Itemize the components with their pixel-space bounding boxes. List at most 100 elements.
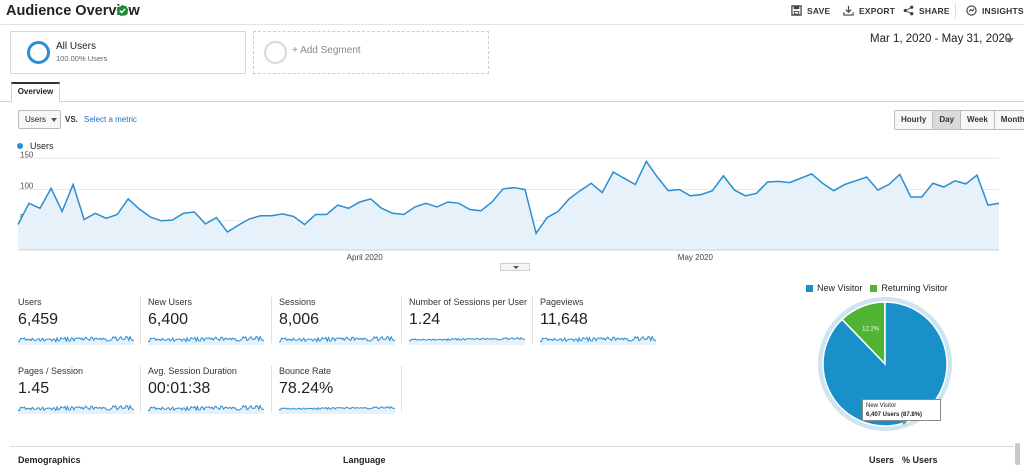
collapse-chart-button[interactable] bbox=[500, 263, 530, 271]
sparkline-area bbox=[148, 336, 264, 345]
export-icon bbox=[843, 5, 854, 16]
users-area bbox=[18, 161, 999, 250]
legend-label: Returning Visitor bbox=[881, 283, 948, 293]
insights-label: INSIGHTS bbox=[982, 5, 1024, 16]
share-icon bbox=[903, 5, 914, 16]
metric-label: Sessions bbox=[279, 297, 316, 307]
segment-circle-icon bbox=[27, 41, 50, 64]
segment-all-users[interactable]: All Users 100.00% Users bbox=[10, 31, 246, 74]
metric-label: Bounce Rate bbox=[279, 366, 332, 376]
add-segment-label: + Add Segment bbox=[292, 45, 361, 56]
metric-value: 11,648 bbox=[540, 311, 588, 328]
metric-sparkline bbox=[148, 335, 264, 345]
pie-slice-new-visitor bbox=[822, 301, 948, 427]
visitor-pie-chart: 12.2% bbox=[818, 297, 952, 431]
sparkline-line bbox=[148, 404, 264, 412]
granularity-day[interactable]: Day bbox=[933, 111, 962, 129]
save-label: SAVE bbox=[807, 5, 831, 16]
tile-divider bbox=[401, 297, 402, 343]
metric-sparkline bbox=[148, 404, 264, 414]
sparkline-line bbox=[18, 335, 134, 343]
metric-tile[interactable]: Pageviews 11,648 bbox=[540, 297, 662, 353]
metric-tile[interactable]: New Users 6,400 bbox=[148, 297, 270, 353]
metric-tile[interactable]: Sessions 8,006 bbox=[279, 297, 401, 353]
export-label: EXPORT bbox=[859, 5, 896, 16]
page-title: Audience Overview bbox=[6, 3, 140, 19]
pct-users-column-header: % Users bbox=[902, 455, 938, 465]
insights-icon bbox=[966, 5, 977, 16]
metric-sparkline bbox=[540, 335, 656, 345]
tile-divider bbox=[271, 297, 272, 343]
header-divider bbox=[955, 3, 956, 19]
insights-button[interactable]: INSIGHTS bbox=[966, 5, 1024, 16]
legend-swatch bbox=[870, 284, 878, 292]
sparkline-line bbox=[279, 405, 395, 411]
metric-label: Avg. Session Duration bbox=[148, 366, 237, 376]
pie-legend-returning-visitor[interactable]: Returning Visitor bbox=[870, 283, 948, 293]
metric-label: New Users bbox=[148, 297, 193, 307]
metric-value: 6,459 bbox=[18, 311, 59, 328]
metric-tile[interactable]: Users 6,459 bbox=[18, 297, 140, 353]
metric-value: 00:01:38 bbox=[148, 380, 211, 397]
pie-slice-label: 12.2% bbox=[862, 326, 880, 332]
export-button[interactable]: EXPORT bbox=[843, 5, 895, 16]
tooltip-pointer bbox=[900, 420, 908, 425]
sparkline-area bbox=[540, 336, 656, 345]
share-button[interactable]: SHARE bbox=[903, 5, 950, 16]
metric-value: 1.45 bbox=[18, 380, 50, 397]
tile-divider bbox=[401, 366, 402, 412]
demographics-header: Demographics bbox=[18, 455, 81, 465]
segment-percentage: 100.00% Users bbox=[56, 54, 108, 63]
metric-label: Pageviews bbox=[540, 297, 584, 307]
tab-overview[interactable]: Overview bbox=[11, 82, 60, 102]
tile-divider bbox=[140, 366, 141, 412]
x-tick-label: April 2020 bbox=[347, 253, 384, 262]
metric-tile[interactable]: Number of Sessions per User 1.24 bbox=[409, 297, 531, 353]
users-column-header: Users bbox=[869, 455, 895, 465]
metric-dropdown[interactable]: Users bbox=[18, 110, 61, 129]
metric-tile[interactable]: Bounce Rate 78.24% bbox=[279, 366, 401, 422]
granularity-month[interactable]: Month bbox=[994, 111, 1024, 129]
sparkline-area bbox=[148, 405, 264, 414]
granularity-hourly[interactable]: Hourly bbox=[895, 111, 934, 129]
save-button[interactable]: SAVE bbox=[791, 5, 830, 16]
tile-divider bbox=[140, 297, 141, 343]
scrollbar[interactable] bbox=[1015, 443, 1020, 465]
sparkline-line bbox=[540, 335, 656, 343]
tab-divider bbox=[0, 101, 1024, 102]
metric-value: 1.24 bbox=[409, 311, 441, 328]
legend-label: New Visitor bbox=[817, 283, 863, 293]
add-segment-button[interactable]: + Add Segment bbox=[253, 31, 489, 74]
share-label: SHARE bbox=[919, 5, 950, 16]
pie-legend: New Visitor Returning Visitor bbox=[806, 283, 948, 293]
metric-label: Pages / Session bbox=[18, 366, 84, 376]
y-tick-label: 150 bbox=[20, 150, 34, 159]
bottom-divider bbox=[10, 446, 1014, 447]
select-metric-link[interactable]: Select a metric bbox=[84, 115, 137, 124]
chevron-down-icon[interactable] bbox=[1006, 38, 1014, 43]
metric-value: 8,006 bbox=[279, 311, 320, 328]
sparkline-area bbox=[18, 336, 134, 345]
pie-legend-new-visitor[interactable]: New Visitor bbox=[806, 283, 862, 293]
series-legend-label: Users bbox=[30, 141, 54, 151]
metric-tile[interactable]: Pages / Session 1.45 bbox=[18, 366, 140, 422]
tooltip-title: New Visitor bbox=[866, 403, 897, 409]
metric-value: 6,400 bbox=[148, 311, 189, 328]
metric-value: 78.24% bbox=[279, 380, 334, 397]
metric-sparkline bbox=[18, 404, 134, 414]
pie-tooltip: New Visitor 6,407 Users (87.8%) bbox=[862, 399, 941, 421]
save-icon bbox=[791, 5, 802, 16]
legend-swatch bbox=[806, 284, 813, 292]
series-legend-dot bbox=[17, 143, 23, 149]
sparkline-line bbox=[148, 335, 264, 343]
sparkline-line bbox=[18, 404, 134, 412]
chevron-down-icon bbox=[51, 118, 57, 122]
metric-sparkline bbox=[409, 336, 525, 345]
metric-tile[interactable]: Avg. Session Duration 00:01:38 bbox=[148, 366, 270, 422]
granularity-week[interactable]: Week bbox=[961, 111, 995, 129]
date-range-picker[interactable]: Mar 1, 2020 - May 31, 2020 bbox=[870, 33, 1012, 45]
metric-label: Number of Sessions per User bbox=[409, 297, 528, 307]
x-tick-label: May 2020 bbox=[678, 253, 714, 262]
verified-check-icon bbox=[116, 4, 129, 17]
